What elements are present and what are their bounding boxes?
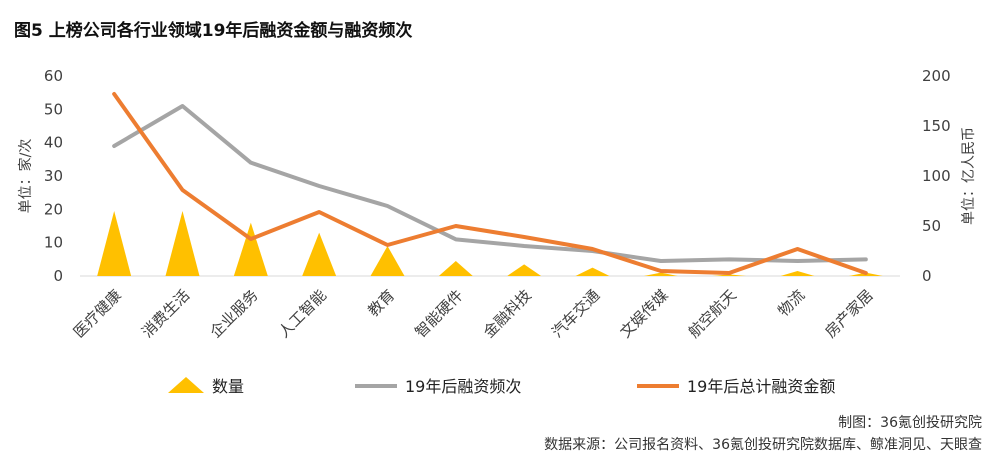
x-tick-label: 人工智能: [275, 286, 330, 341]
x-tick-label: 智能硬件: [411, 286, 466, 341]
triangle-mark: [643, 272, 678, 276]
x-tick-label: 消费生活: [138, 286, 193, 341]
triangle-mark: [97, 211, 132, 276]
triangle-mark: [165, 211, 200, 276]
y-left-tick-label: 50: [44, 100, 63, 118]
legend-item: 19年后总计融资金额: [637, 377, 835, 396]
y-right-axis-title: 单位：亿人民币: [961, 127, 977, 225]
data-source: 数据来源：公司报名资料、36氪创投研究院数据库、鲸准洞见、天眼查: [544, 437, 982, 453]
y-right-tick-label: 200: [922, 67, 951, 85]
legend: 数量 19年后融资频次 19年后总计融资金额: [168, 377, 835, 396]
triangle-mark: [302, 232, 337, 276]
x-tick-label: 文娱传媒: [616, 286, 671, 341]
y-right-tick-label: 0: [922, 267, 932, 285]
y-right-tick-label: 150: [922, 117, 951, 135]
legend-item: 数量: [168, 377, 244, 396]
x-tick-label: 企业服务: [206, 286, 261, 341]
x-tick-label: 医疗健康: [70, 286, 125, 341]
x-tick-label: 教育: [364, 286, 398, 320]
y-right-tick-label: 100: [922, 167, 951, 185]
x-tick-label: 房产家居: [821, 286, 876, 341]
x-tick-label: 物流: [774, 286, 808, 320]
series-line: [112, 92, 868, 275]
y-left-tick-label: 20: [44, 200, 63, 218]
chart-title: 图5 上榜公司各行业领域19年后融资金额与融资频次: [14, 21, 413, 41]
x-tick-label: 汽车交通: [548, 286, 603, 341]
legend-item: 19年后融资频次: [355, 377, 521, 396]
triangle-mark: [575, 267, 610, 276]
triangle-mark: [438, 261, 473, 276]
y-left-axis-title: 单位：家/次: [17, 139, 34, 214]
legend-label: 19年后总计融资金额: [687, 377, 835, 396]
triangle-mark: [780, 271, 815, 276]
legend-label: 数量: [212, 377, 244, 396]
y-left-tick-label: 30: [44, 167, 63, 185]
legend-swatch-triangle: [168, 377, 204, 393]
axes: 0 10 20 30 40 50 60 0 50 100 150 200 单位：家/次 单位：亿人民币医疗…: [17, 67, 977, 341]
y-left-tick-label: 0: [53, 267, 63, 285]
triangle-mark: [370, 246, 405, 276]
y-left-tick-label: 60: [44, 67, 63, 85]
triangle-mark: [233, 222, 268, 276]
x-tick-label: 航空航天: [685, 286, 740, 341]
y-right-tick-label: 50: [922, 217, 941, 235]
triangle-mark: [507, 264, 542, 276]
triangle-mark: [712, 274, 747, 276]
y-left-tick-label: 10: [44, 234, 63, 252]
chart-credit: 制图：36氪创投研究院: [838, 415, 982, 431]
line-series: [112, 92, 868, 275]
y-left-tick-label: 40: [44, 134, 63, 152]
legend-label: 19年后融资频次: [405, 377, 521, 396]
x-tick-label: 金融科技: [480, 286, 535, 341]
series-line: [112, 104, 868, 263]
